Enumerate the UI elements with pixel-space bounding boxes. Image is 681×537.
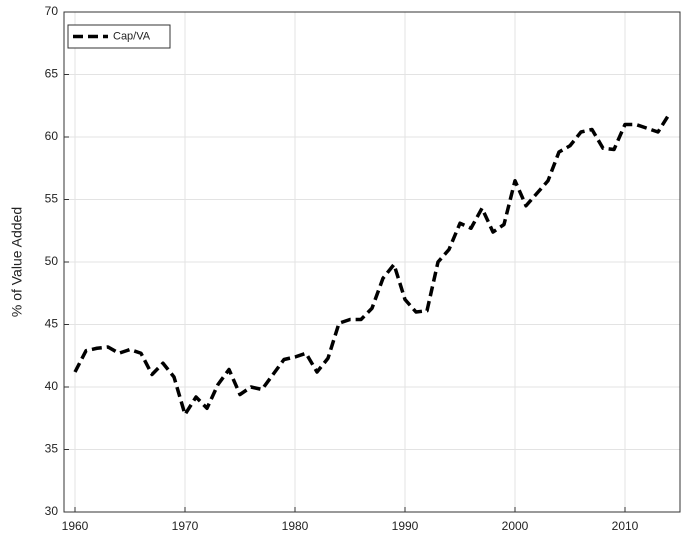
data-line xyxy=(73,113,671,417)
x-tick-label: 1960 xyxy=(62,519,89,533)
x-tick-label: 1970 xyxy=(172,519,199,533)
x-tick-label: 2010 xyxy=(612,519,639,533)
axes-frame xyxy=(63,11,681,513)
y-tick-label: 55 xyxy=(45,192,59,206)
y-tick-label: 70 xyxy=(45,4,59,18)
legend-label: Cap/VA xyxy=(113,30,151,42)
x-tick-label: 1980 xyxy=(282,519,309,533)
y-tick-label: 35 xyxy=(45,442,59,456)
y-tick-label: 45 xyxy=(45,317,59,331)
y-tick-label: 30 xyxy=(45,504,59,518)
y-tick-label: 60 xyxy=(45,129,59,143)
y-tick-label: 50 xyxy=(45,254,59,268)
y-tick-label: 65 xyxy=(45,67,59,81)
x-tick-label: 2000 xyxy=(502,519,529,533)
legend-box xyxy=(67,24,171,49)
y-axis-label: % of Value Added xyxy=(9,207,25,317)
y-tick-label: 40 xyxy=(45,379,59,393)
x-tick-label: 1990 xyxy=(392,519,419,533)
